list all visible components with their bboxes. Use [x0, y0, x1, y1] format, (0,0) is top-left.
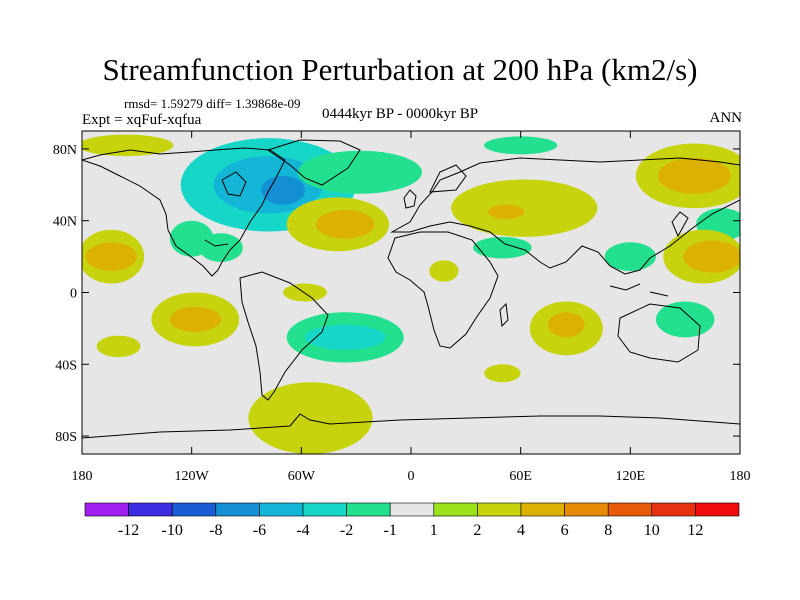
season-label: ANN — [709, 110, 743, 126]
coastline-greenland — [266, 139, 361, 186]
colorbar-swatch — [564, 502, 609, 517]
x-tick-label: 180 — [72, 469, 93, 484]
colorbar-swatch — [477, 502, 522, 517]
colorbar: -12 -10 -8 -6 -4 -2 -1 1 2 4 6 8 10 12 — [84, 502, 740, 539]
anomaly-region-13 — [657, 157, 731, 194]
anomaly-region-11 — [487, 204, 525, 219]
coastline-japan — [671, 211, 689, 238]
colorbar-label: 2 — [473, 522, 481, 539]
anomaly-region-7 — [484, 136, 558, 155]
y-tick-label: 80N — [53, 143, 77, 158]
chart-title: Streamfunction Perturbation at 200 hPa (… — [102, 52, 698, 87]
coastline-gulf — [204, 239, 229, 247]
anomaly-region-10 — [451, 179, 598, 237]
colorbar-swatch — [346, 502, 391, 517]
y-tick-label: 0 — [70, 287, 77, 302]
anomaly-region-32 — [248, 382, 373, 454]
coastline-antarctica — [82, 413, 740, 439]
colorbar-swatch — [433, 502, 478, 517]
anomaly-region-31 — [484, 364, 521, 383]
y-tick-label: 40N — [53, 215, 77, 230]
coastline-africa — [387, 231, 499, 349]
stats-line: rmsd= 1.59279 diff= 1.39868e-09 — [124, 96, 301, 111]
anomaly-field — [82, 134, 740, 454]
coastline-hudson-bay — [221, 171, 247, 197]
colorbar-label: -4 — [296, 522, 309, 539]
x-tick-label: 120E — [616, 469, 646, 484]
coastline-madagascar — [499, 302, 509, 328]
colorbar-swatch — [520, 502, 565, 517]
colorbar-label: -10 — [162, 522, 183, 539]
colorbar-swatch — [84, 502, 129, 517]
colorbar-swatch — [128, 502, 173, 517]
coastline-eurasia — [390, 157, 740, 275]
anomaly-region-3 — [297, 150, 422, 194]
colorbar-label: 12 — [687, 522, 703, 539]
anomaly-region-28 — [548, 312, 585, 338]
coastline-scandinavia — [429, 164, 467, 193]
colorbar-label: 6 — [561, 522, 569, 539]
colorbar-label: -1 — [384, 522, 397, 539]
colorbar-label: 4 — [517, 522, 525, 539]
anomaly-region-30 — [96, 335, 141, 358]
colorbar-swatch — [302, 502, 347, 517]
colorbar-swatch — [651, 502, 696, 517]
colorbar-label: -2 — [340, 522, 353, 539]
x-tick-label: 120W — [175, 469, 210, 484]
x-tick-label: 180 — [730, 469, 751, 484]
colorbar-swatch — [259, 502, 304, 517]
period-label: 0444kyr BP - 0000kyr BP — [322, 106, 479, 122]
coastline-south-america — [239, 271, 329, 401]
colorbar-swatch — [695, 502, 740, 517]
colorbar-label: -12 — [118, 522, 139, 539]
anomaly-region-17 — [85, 242, 137, 271]
y-tick-label: 40S — [55, 358, 77, 373]
anomaly-region-24 — [169, 306, 221, 332]
anomaly-region-6 — [82, 134, 174, 157]
colorbar-label: -8 — [209, 522, 222, 539]
coastline-maritime — [609, 283, 669, 297]
anomaly-region-2 — [261, 175, 305, 205]
coastline-north-america — [82, 147, 286, 277]
anomaly-region-26 — [304, 324, 386, 350]
coastline-australia — [617, 303, 701, 363]
experiment-label: Expt = xqFuf-xqfua — [82, 112, 202, 128]
colorbar-swatch — [389, 502, 435, 517]
anomaly-region-19 — [683, 240, 740, 273]
coastline-britain — [403, 189, 417, 209]
x-tick-label: 60W — [288, 469, 316, 484]
colorbar-label: -6 — [253, 522, 266, 539]
colorbar-swatch — [607, 502, 653, 517]
anomaly-region-21 — [429, 260, 459, 282]
axes: 180 120W 60W 0 60E 120E 180 80N 40N 0 40S 80S — [53, 131, 751, 484]
x-tick-label: 60E — [509, 469, 532, 484]
colorbar-label: 8 — [604, 522, 612, 539]
colorbar-swatch — [215, 502, 260, 517]
anomaly-region-14 — [473, 236, 532, 259]
anomaly-region-20 — [604, 242, 656, 271]
anomaly-region-5 — [198, 233, 243, 262]
anomaly-region-22 — [283, 283, 327, 302]
colorbar-label: 10 — [644, 522, 660, 539]
anomaly-region-29 — [655, 301, 715, 338]
x-tick-label: 0 — [408, 469, 415, 484]
y-tick-label: 80S — [55, 430, 77, 445]
coastlines — [82, 139, 740, 439]
colorbar-label: 1 — [430, 522, 438, 539]
colorbar-swatch — [171, 502, 217, 517]
anomaly-region-9 — [315, 209, 375, 239]
